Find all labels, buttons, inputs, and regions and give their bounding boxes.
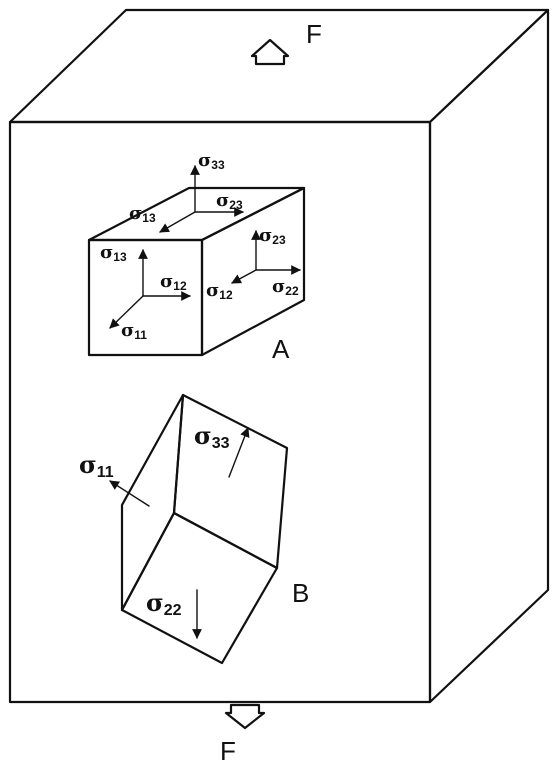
label-a-sigma33: σ33	[198, 150, 225, 172]
force-label-top: F	[306, 19, 322, 49]
arrow-a-right-shear-12	[231, 269, 257, 284]
arrow-b-normal-11	[109, 480, 150, 507]
force-arrow-bottom	[224, 703, 266, 730]
element-b-label: B	[292, 578, 309, 608]
specimen-block	[8, 8, 550, 704]
specimen-right-face	[428, 8, 550, 704]
label-a-front-sigma13: σ13	[100, 242, 127, 264]
label-a-top-sigma23: σ23	[216, 190, 243, 212]
label-a-front-sigma12: σ12	[160, 271, 187, 293]
label-a-right-sigma12: σ12	[206, 280, 233, 302]
force-arrow-top	[250, 38, 290, 66]
element-b-cube	[120, 393, 289, 665]
label-a-top-sigma13: σ13	[129, 203, 156, 225]
specimen-top-face	[8, 8, 550, 124]
element-b-front-face	[120, 511, 279, 665]
force-label-bottom: F	[220, 736, 236, 765]
element-a-label: A	[272, 334, 290, 364]
label-b-sigma22: σ22	[146, 588, 182, 619]
element-a-right-face	[200, 186, 306, 357]
label-a-front-sigma11: σ11	[121, 320, 147, 342]
label-a-right-sigma22: σ22	[272, 276, 299, 298]
label-b-sigma33: σ33	[194, 421, 230, 452]
label-b-sigma11: σ11	[79, 450, 114, 481]
label-a-right-sigma23: σ23	[259, 225, 286, 247]
arrow-b-normal-33	[228, 427, 250, 478]
arrow-a-front-normal	[109, 295, 144, 329]
element-a-cube	[87, 186, 306, 357]
element-b-left-face	[120, 393, 185, 612]
arrow-a-top-shear-13	[159, 211, 196, 233]
